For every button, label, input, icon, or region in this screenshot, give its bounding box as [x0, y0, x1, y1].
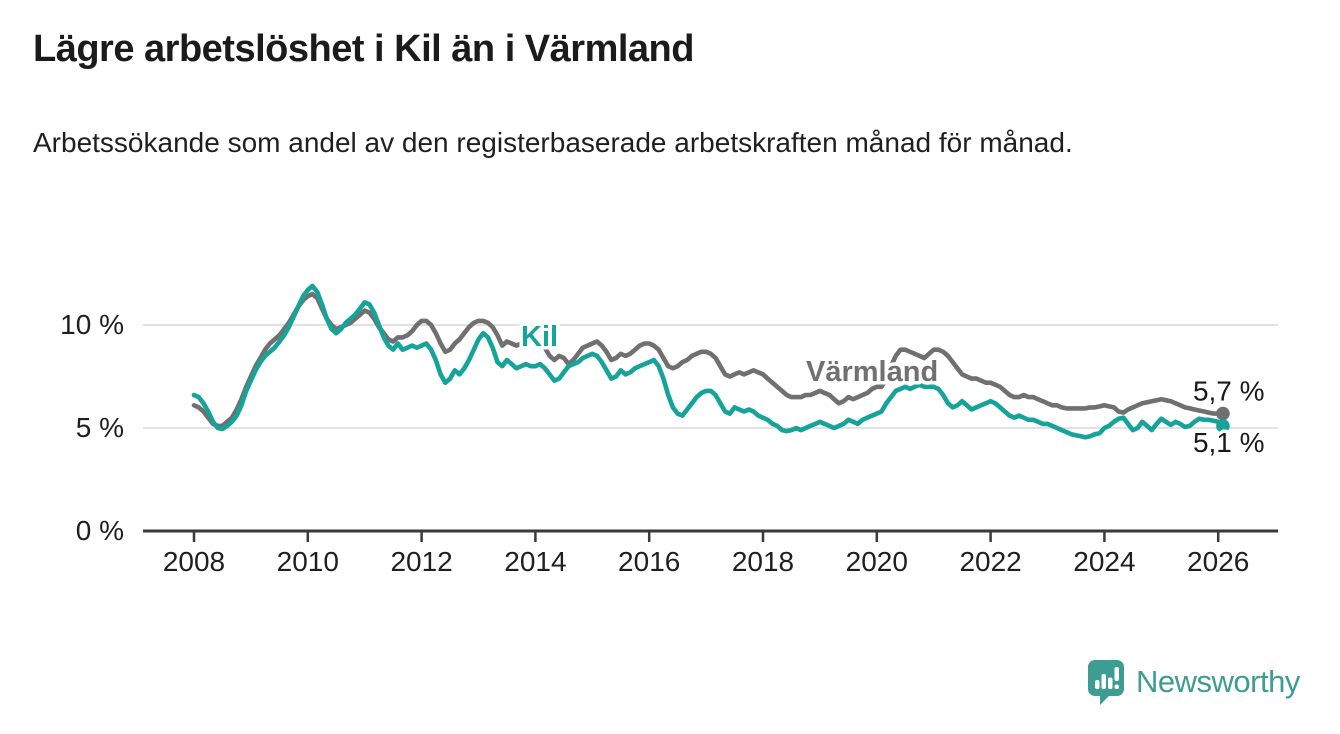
varmland-series-label: Värmland [806, 356, 938, 388]
x-tick-label-2022: 2022 [959, 546, 1021, 577]
gridlines [143, 324, 1278, 429]
varmland-line [191, 291, 1226, 429]
page-title: Lägre arbetslöshet i Kil än i Värmland [33, 28, 694, 70]
y-tick-label-5: 5 % [76, 412, 124, 443]
x-tick-label-2016: 2016 [618, 546, 680, 577]
y-tick-label-10: 10 % [60, 309, 124, 340]
x-tick-label-2010: 2010 [277, 546, 339, 577]
logo-bar-3 [1108, 677, 1113, 689]
varmland-end-value-label: 5,7 % [1193, 376, 1265, 407]
x-axis-labels: 2008 2010 2012 2014 2016 2018 2020 2022 2024 2026 [163, 546, 1249, 577]
x-tick-label-2018: 2018 [732, 546, 794, 577]
x-axis [143, 529, 1278, 542]
newsworthy-logo-icon [1088, 660, 1124, 705]
kil-line [191, 283, 1226, 440]
logo-bar-2 [1101, 674, 1106, 689]
kil-end-dot [1216, 419, 1230, 433]
y-axis-labels: 0 % 5 % 10 % [60, 309, 124, 546]
newsworthy-logo: Newsworthy [1086, 658, 1300, 706]
series-lines [191, 283, 1230, 440]
x-tick-label-2020: 2020 [846, 546, 908, 577]
logo-exclamation [1114, 667, 1119, 681]
chart-subtitle: Arbetssökande som andel av den registerb… [33, 127, 1073, 158]
x-tick-label-2012: 2012 [390, 546, 452, 577]
x-tick-label-2008: 2008 [163, 546, 225, 577]
y-tick-label-0: 0 % [76, 515, 124, 546]
kil-end-value-label: 5,1 % [1193, 427, 1265, 458]
logo-exclamation-dot [1114, 684, 1119, 689]
x-tick-label-2014: 2014 [504, 546, 566, 577]
x-tick-label-2026: 2026 [1187, 546, 1249, 577]
newsworthy-logo-text: Newsworthy [1136, 664, 1300, 699]
kil-series-label: Kil [521, 321, 558, 353]
annotations: 5,7 % Värmland 5,1 % Kil [518, 318, 1269, 462]
varmland-end-dot [1216, 406, 1230, 421]
x-tick-label-2024: 2024 [1073, 546, 1135, 577]
logo-bar-1 [1095, 680, 1100, 689]
